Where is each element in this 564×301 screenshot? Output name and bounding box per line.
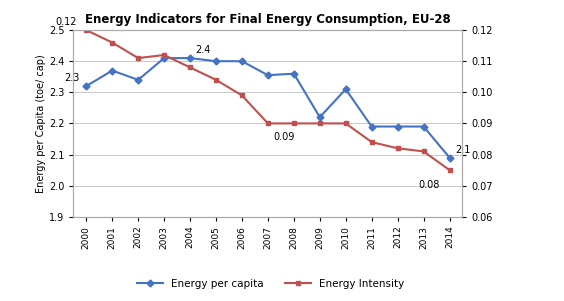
Energy Intensity	[109, 41, 116, 44]
Line: Energy per capita: Energy per capita	[84, 56, 452, 160]
Energy per capita	[161, 56, 168, 60]
Energy per capita	[368, 125, 375, 128]
Energy per capita	[265, 73, 271, 77]
Energy Intensity	[368, 140, 375, 144]
Energy Intensity	[213, 78, 219, 82]
Energy per capita	[187, 56, 193, 60]
Line: Energy Intensity: Energy Intensity	[84, 28, 452, 172]
Energy per capita	[83, 84, 90, 88]
Energy per capita	[420, 125, 427, 128]
Energy Intensity	[316, 122, 323, 125]
Energy per capita	[394, 125, 401, 128]
Energy Intensity	[290, 122, 297, 125]
Energy Intensity	[446, 168, 453, 172]
Energy Intensity	[161, 53, 168, 57]
Energy Intensity	[239, 94, 245, 97]
Text: 0.12: 0.12	[56, 17, 77, 26]
Text: 2.4: 2.4	[196, 45, 211, 54]
Energy per capita	[316, 115, 323, 119]
Text: 0.08: 0.08	[418, 180, 439, 190]
Title: Energy Indicators for Final Energy Consumption, EU-28: Energy Indicators for Final Energy Consu…	[85, 13, 451, 26]
Energy per capita	[213, 59, 219, 63]
Energy Intensity	[265, 122, 271, 125]
Text: 0.09: 0.09	[274, 132, 295, 142]
Legend: Energy per capita, Energy Intensity: Energy per capita, Energy Intensity	[133, 274, 408, 293]
Text: 2.3: 2.3	[64, 73, 80, 82]
Energy per capita	[446, 156, 453, 160]
Energy Intensity	[342, 122, 349, 125]
Text: 2.1: 2.1	[455, 145, 470, 155]
Energy per capita	[290, 72, 297, 76]
Energy per capita	[135, 78, 142, 82]
Energy Intensity	[420, 150, 427, 153]
Energy Intensity	[135, 56, 142, 60]
Energy Intensity	[187, 66, 193, 69]
Energy per capita	[239, 59, 245, 63]
Energy Intensity	[83, 28, 90, 32]
Energy Intensity	[394, 147, 401, 150]
Energy per capita	[342, 87, 349, 91]
Energy per capita	[109, 69, 116, 72]
Y-axis label: Energy per Capita (toe/ cap): Energy per Capita (toe/ cap)	[36, 54, 46, 193]
